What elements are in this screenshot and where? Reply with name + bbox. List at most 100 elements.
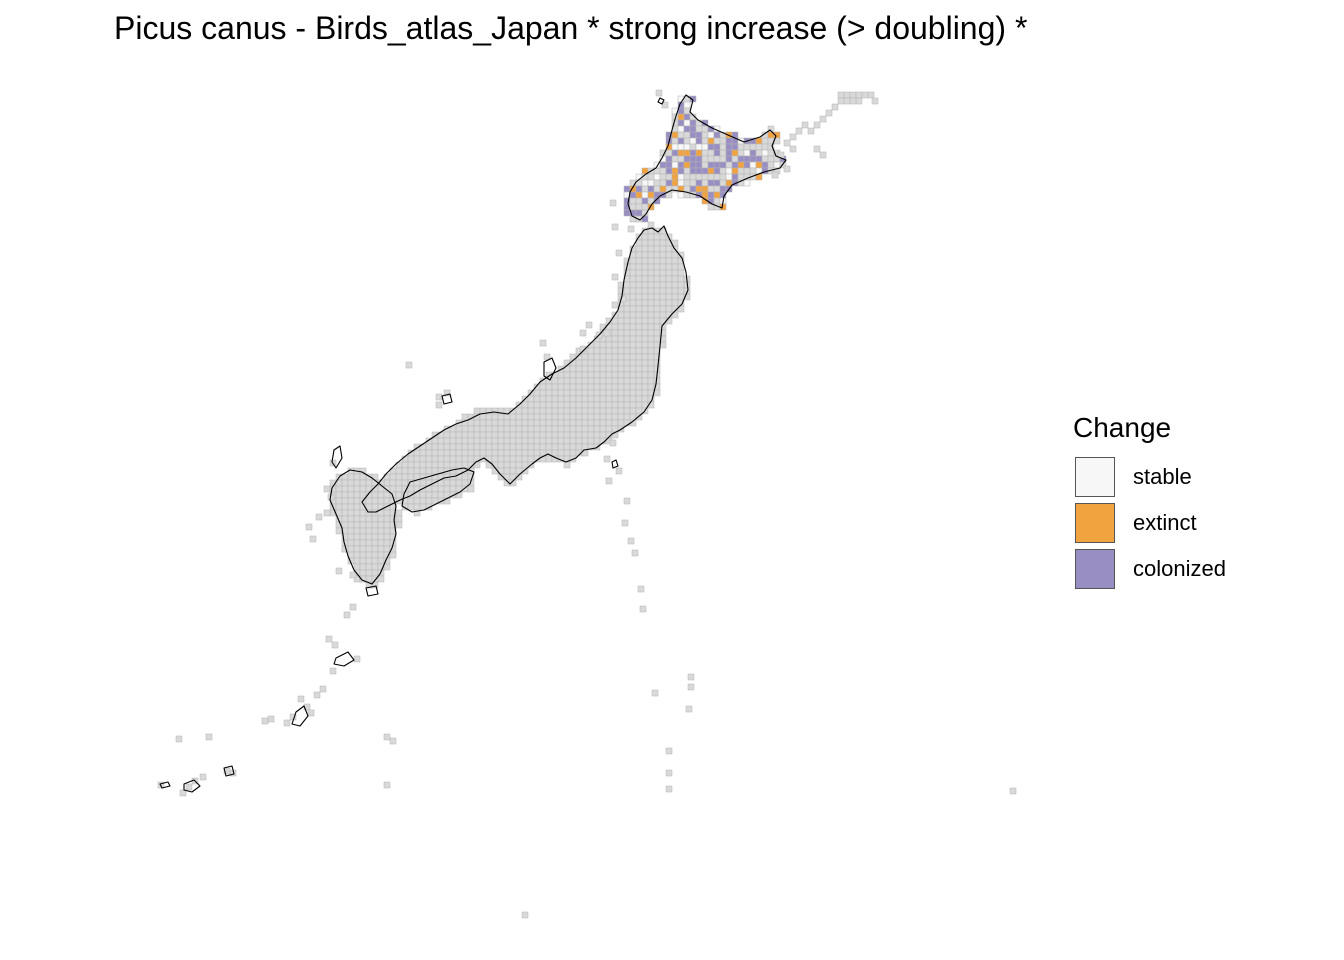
grid-cell [629, 395, 637, 403]
grid-cell [683, 155, 691, 163]
grid-cell [689, 143, 697, 151]
grid-cell [389, 551, 397, 559]
grid-cell [515, 473, 523, 481]
grid-cell-island [837, 97, 845, 105]
grid-cell [425, 443, 433, 451]
grid-cell [617, 407, 625, 415]
grid-cell [599, 323, 607, 331]
grid-cell [611, 359, 619, 367]
grid-cell [557, 443, 565, 451]
grid-cell [497, 413, 505, 421]
grid-cell-island [801, 121, 809, 129]
grid-cell [575, 419, 583, 427]
grid-cell [521, 401, 529, 409]
grid-cell [659, 173, 667, 181]
grid-cell [629, 323, 637, 331]
grid-cell [629, 365, 637, 373]
grid-cell [563, 389, 571, 397]
grid-cell [353, 557, 361, 565]
grid-cell [515, 437, 523, 445]
grid-cell [347, 485, 355, 493]
grid-cell [485, 437, 493, 445]
grid-cell [749, 143, 757, 151]
grid-cell [725, 149, 733, 157]
grid-cell [365, 539, 373, 547]
grid-cell [581, 389, 589, 397]
grid-cell [665, 245, 673, 253]
miyako-outline [223, 765, 235, 777]
grid-cell [719, 143, 727, 151]
grid-cell [335, 497, 343, 505]
grid-cell [707, 167, 715, 175]
grid-cell-island [323, 509, 331, 517]
grid-cell [689, 167, 697, 175]
grid-cell [647, 263, 655, 271]
grid-cell [527, 455, 535, 463]
grid-cell [695, 149, 703, 157]
grid-cell [383, 515, 391, 523]
grid-cell [743, 149, 751, 157]
grid-cell [461, 479, 469, 487]
grid-cell [623, 287, 631, 295]
grid-cell [593, 425, 601, 433]
grid-cell [647, 335, 655, 343]
grid-cell-island [539, 339, 547, 347]
grid-cell [683, 161, 691, 169]
grid-cell-island [651, 689, 659, 697]
grid-cell [497, 449, 505, 457]
grid-cell [461, 437, 469, 445]
grid-cell-island [871, 97, 879, 105]
grid-cell [671, 287, 679, 295]
grid-cell [629, 329, 637, 337]
grid-cell [707, 161, 715, 169]
grid-cell [359, 473, 367, 481]
grid-cell [509, 467, 517, 475]
grid-cell [527, 443, 535, 451]
grid-cell [551, 389, 559, 397]
grid-cell [521, 419, 529, 427]
grid-cell [635, 323, 643, 331]
grid-cell [569, 401, 577, 409]
grid-cell [371, 581, 379, 589]
grid-cell [371, 569, 379, 577]
grid-cell [641, 323, 649, 331]
grid-cell [485, 443, 493, 451]
grid-cell [587, 437, 595, 445]
grid-cell [707, 137, 715, 145]
grid-cell [653, 245, 661, 253]
grid-cell-island [861, 91, 869, 99]
grid-cell-island [627, 225, 635, 233]
grid-cell [455, 443, 463, 451]
grid-cell [521, 449, 529, 457]
grid-cell [629, 203, 637, 211]
grid-cell [671, 149, 679, 157]
grid-cell [371, 491, 379, 499]
grid-cell [587, 413, 595, 421]
grid-cell [557, 431, 565, 439]
grid-cell [695, 185, 703, 193]
grid-cell [431, 467, 439, 475]
grid-cell [467, 419, 475, 427]
grid-cell [641, 389, 649, 397]
grid-cell [407, 473, 415, 481]
okinawa-outline [291, 705, 309, 727]
grid-cell [455, 455, 463, 463]
grid-cell [629, 197, 637, 205]
grid-cell-island [199, 773, 207, 781]
grid-cell [629, 383, 637, 391]
grid-cell [761, 155, 769, 163]
grid-cell [455, 437, 463, 445]
grid-cell [647, 371, 655, 379]
grid-cell [623, 323, 631, 331]
grid-cell [635, 269, 643, 277]
grid-cell [725, 137, 733, 145]
grid-cell [617, 323, 625, 331]
grid-cell [701, 185, 709, 193]
grid-cell [677, 281, 685, 289]
grid-cell [497, 419, 505, 427]
grid-cell [707, 173, 715, 181]
grid-cell [617, 359, 625, 367]
grid-cell-island [313, 691, 321, 699]
grid-cell [695, 179, 703, 187]
grid-cell [599, 395, 607, 403]
